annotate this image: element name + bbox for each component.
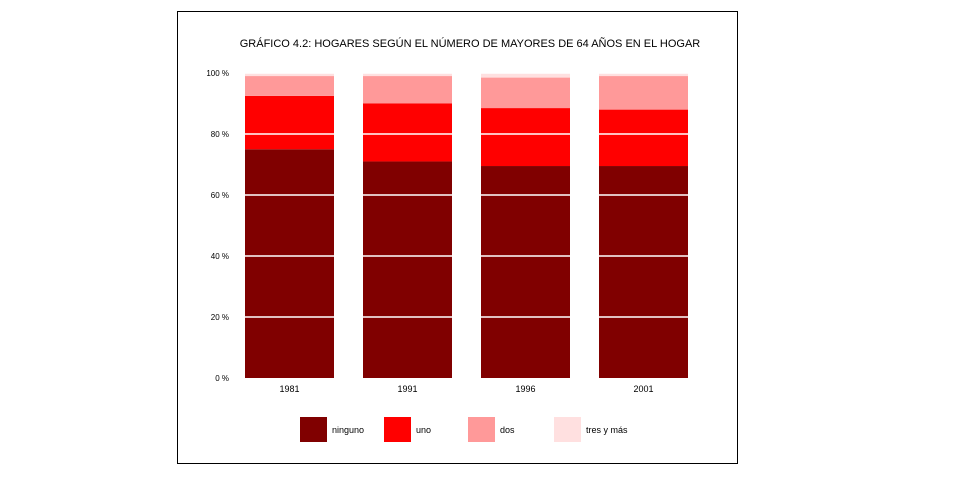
bar-uno-2001: [599, 109, 688, 167]
bar-tres-y-más-1991: [363, 73, 452, 77]
bar-ninguno-1981: [245, 149, 334, 378]
y-tick-label: 20 %: [211, 313, 229, 322]
legend-label-uno: uno: [416, 425, 431, 435]
x-tick-label: 1991: [397, 384, 417, 394]
bars-layer: [245, 73, 688, 378]
legend: ninguno uno dos tres y más: [300, 417, 628, 442]
x-axis-ticks: 1981 1991 1996 2001: [279, 384, 653, 394]
legend-label-dos: dos: [500, 425, 515, 435]
bar-dos-2001: [599, 76, 688, 110]
y-tick-label: 100 %: [206, 69, 229, 78]
bar-dos-1996: [481, 77, 570, 109]
bar-dos-1991: [363, 76, 452, 104]
chart-svg: GRÁFICO 4.2: HOGARES SEGÚN EL NÚMERO DE …: [206, 37, 701, 442]
x-tick-label: 1981: [279, 384, 299, 394]
legend-label-ninguno: ninguno: [332, 425, 364, 435]
legend-swatch-tres-y-más: [554, 417, 581, 442]
legend-swatch-dos: [468, 417, 495, 442]
chart-title: GRÁFICO 4.2: HOGARES SEGÚN EL NÚMERO DE …: [240, 37, 701, 50]
x-tick-label: 2001: [633, 384, 653, 394]
bar-uno-1996: [481, 108, 570, 167]
y-axis-ticks: 0 % 20 % 40 % 60 % 80 % 100 %: [206, 69, 229, 383]
bar-ninguno-1991: [363, 161, 452, 378]
bar-tres-y-más-2001: [599, 73, 688, 77]
chart-frame: GRÁFICO 4.2: HOGARES SEGÚN EL NÚMERO DE …: [177, 11, 738, 464]
y-tick-label: 40 %: [211, 252, 229, 261]
grid-layer: [237, 72, 697, 318]
y-tick-label: 0 %: [215, 374, 229, 383]
x-tick-label: 1996: [515, 384, 535, 394]
legend-swatch-uno: [384, 417, 411, 442]
bar-ninguno-1996: [481, 166, 570, 378]
bar-tres-y-más-1996: [481, 73, 570, 78]
legend-label-tres-y-más: tres y más: [586, 425, 628, 435]
bar-ninguno-2001: [599, 166, 688, 378]
y-tick-label: 80 %: [211, 130, 229, 139]
bar-tres-y-más-1981: [245, 73, 334, 77]
bar-dos-1981: [245, 76, 334, 96]
y-tick-label: 60 %: [211, 191, 229, 200]
bar-uno-1991: [363, 103, 452, 162]
legend-swatch-ninguno: [300, 417, 327, 442]
bar-uno-1981: [245, 95, 334, 150]
